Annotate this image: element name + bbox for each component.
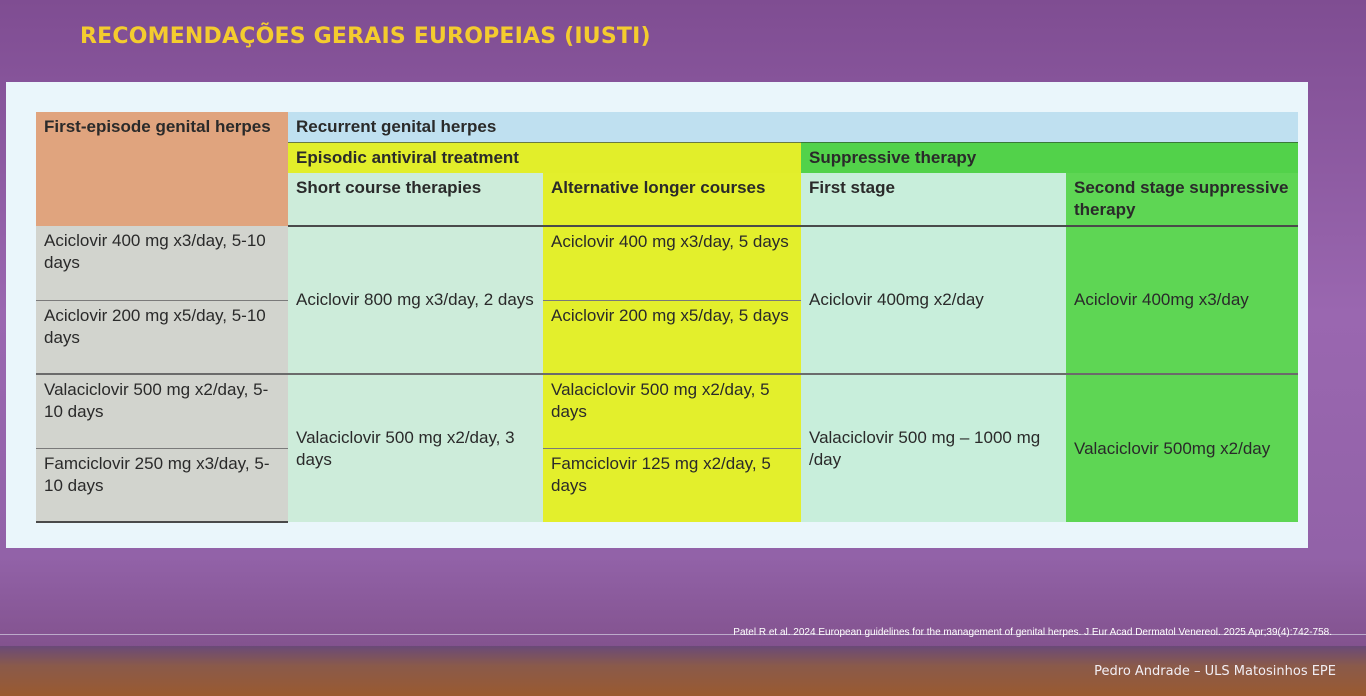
alternative-cell: Famciclovir 125 mg x2/day, 5 days: [543, 447, 801, 522]
header-first-episode: First-episode genital herpes: [36, 112, 288, 226]
alternative-cell: Aciclovir 400 mg x3/day, 5 days: [543, 226, 801, 300]
first-episode-cell: Famciclovir 250 mg x3/day, 5-10 days: [36, 447, 288, 523]
first-stage-cell: Aciclovir 400mg x2/day: [801, 226, 1066, 374]
first-stage-cell: Valaciclovir 500 mg – 1000 mg /day: [801, 373, 1066, 522]
first-episode-cell: Valaciclovir 500 mg x2/day, 5-10 days: [36, 373, 288, 448]
header-episodic: Episodic antiviral treatment: [288, 142, 801, 173]
alternative-cell: Aciclovir 200 mg x5/day, 5 days: [543, 299, 801, 374]
short-course-cell: Aciclovir 800 mg x3/day, 2 days: [288, 226, 543, 374]
alternative-cell: Valaciclovir 500 mg x2/day, 5 days: [543, 373, 801, 448]
reference-citation: Patel R et al. 2024 European guidelines …: [733, 627, 1332, 638]
header-first-stage: First stage: [801, 173, 1066, 227]
header-alternative: Alternative longer courses: [543, 173, 801, 227]
guideline-table-panel: First-episode genital herpes Recurrent g…: [6, 82, 1308, 548]
second-stage-cell: Aciclovir 400mg x3/day: [1066, 226, 1299, 374]
second-stage-cell: Valaciclovir 500mg x2/day: [1066, 373, 1299, 522]
header-suppressive: Suppressive therapy: [801, 142, 1299, 173]
short-course-cell: Valaciclovir 500 mg x2/day, 3 days: [288, 373, 543, 522]
header-short-course: Short course therapies: [288, 173, 543, 227]
guideline-table: First-episode genital herpes Recurrent g…: [36, 112, 1299, 523]
author-credit: Pedro Andrade – ULS Matosinhos EPE: [1094, 664, 1336, 679]
footer-band: [0, 646, 1366, 696]
first-episode-cell: Aciclovir 200 mg x5/day, 5-10 days: [36, 299, 288, 374]
slide-title: RECOMENDAÇÕES GERAIS EUROPEIAS (IUSTI): [80, 24, 651, 49]
header-second-stage: Second stage suppressive therapy: [1066, 173, 1299, 227]
footer-divider: [0, 634, 1366, 635]
header-recurrent: Recurrent genital herpes: [288, 112, 1299, 143]
first-episode-cell: Aciclovir 400 mg x3/day, 5-10 days: [36, 226, 288, 300]
